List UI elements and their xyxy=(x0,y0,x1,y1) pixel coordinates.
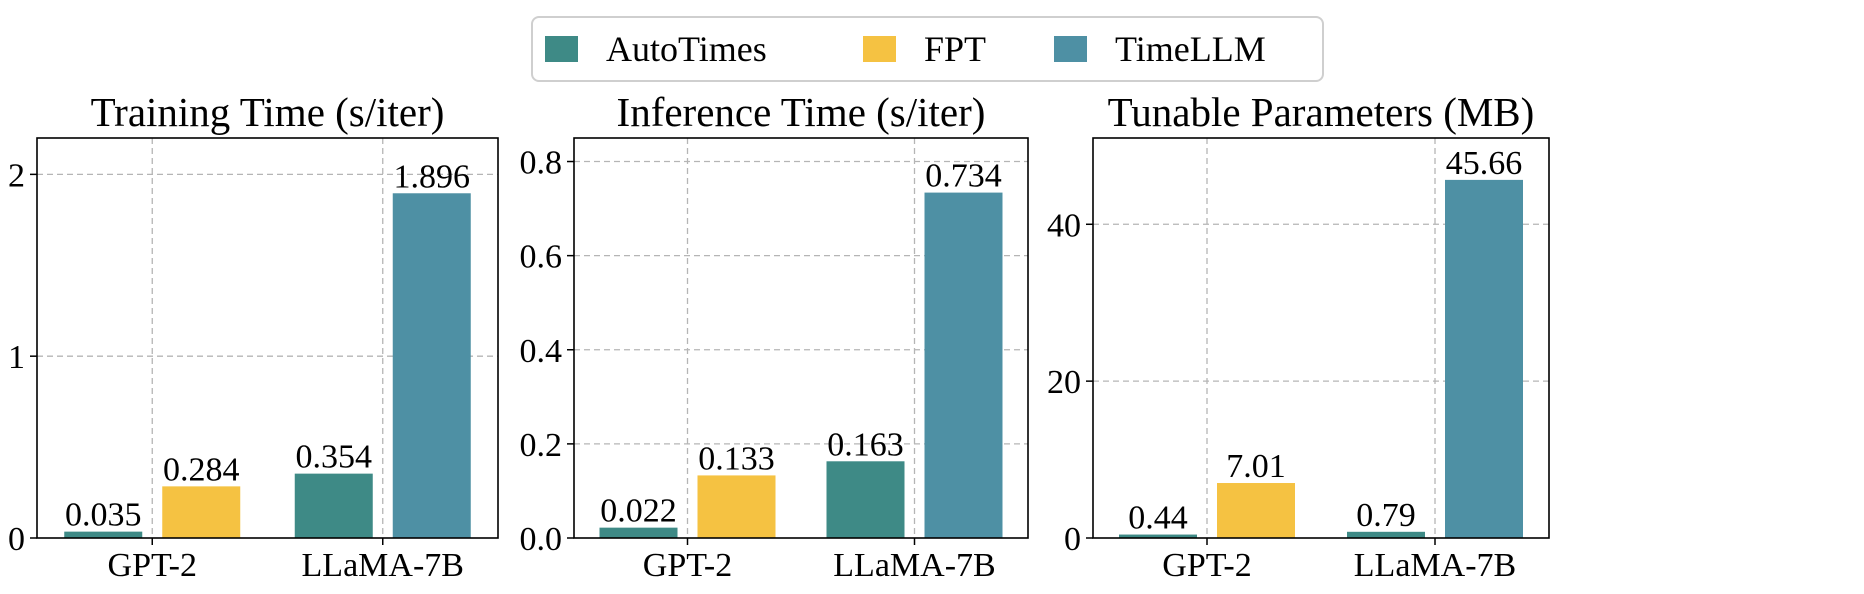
legend-label-fpt: FPT xyxy=(924,29,987,69)
bar-autotimes-gpt-2 xyxy=(64,531,143,538)
x-tick-label: GPT-2 xyxy=(643,547,732,584)
bar-timellm-llama-7b xyxy=(1445,179,1523,538)
y-tick-label: 2 xyxy=(8,157,25,194)
axes-frame xyxy=(36,137,499,539)
bar-value-label: 0.79 xyxy=(1356,497,1416,534)
x-tick-label: GPT-2 xyxy=(1162,547,1251,584)
legend-item-autotimes: AutoTimes xyxy=(545,18,767,80)
axes-frame xyxy=(573,137,1029,539)
bar-fpt-gpt-2 xyxy=(697,475,776,538)
legend-label-timellm: TimeLLM xyxy=(1115,29,1266,69)
chart-panel-2: 0.0 0.2 0.4 0.6 0.8 0.022 0.133 GPT-2 0.163 0.734… xyxy=(520,89,1029,584)
bar-fpt-gpt-2 xyxy=(162,486,241,538)
chart-legend: AutoTimes FPT TimeLLM xyxy=(531,16,1324,82)
y-tick-label: 0.8 xyxy=(520,145,563,182)
legend-swatch-timellm xyxy=(1054,36,1087,62)
x-tick-label: LLaMA-7B xyxy=(1354,547,1516,584)
x-tick-label: LLaMA-7B xyxy=(833,547,995,584)
bar-value-label: 0.734 xyxy=(925,158,1002,195)
chart-title: Inference Time (s/iter) xyxy=(617,89,986,135)
legend-label-autotimes: AutoTimes xyxy=(606,29,767,69)
y-tick-label: 0.0 xyxy=(520,521,563,558)
bar-value-label: 0.163 xyxy=(827,426,904,463)
bar-timellm-llama-7b xyxy=(924,192,1003,538)
legend-item-fpt: FPT xyxy=(863,18,986,80)
axes-frame xyxy=(1092,137,1550,539)
y-tick-label: 1 xyxy=(8,339,25,376)
bar-value-label: 0.035 xyxy=(65,497,142,534)
y-tick-label: 0.6 xyxy=(520,239,563,276)
chart-title: Tunable Parameters (MB) xyxy=(1108,89,1535,135)
x-tick-label: LLaMA-7B xyxy=(302,547,464,584)
bar-fpt-gpt-2 xyxy=(1217,483,1295,538)
bar-value-label: 0.44 xyxy=(1128,500,1188,537)
x-tick-label: GPT-2 xyxy=(108,547,197,584)
chart-panel-3: 0 20 40 0.44 7.01 GPT-2 0.79 45.66 LLaMA-7B Tunab… xyxy=(1047,89,1550,584)
bar-value-label: 0.133 xyxy=(698,440,775,477)
bar-timellm-llama-7b xyxy=(392,193,471,539)
y-tick-label: 40 xyxy=(1047,207,1081,244)
chart-panel-1: 0 1 2 0.035 0.284 GPT-2 0.354 1.896 LLaMA-7B Trai… xyxy=(8,89,499,584)
bar-autotimes-llama-7b xyxy=(1347,531,1425,538)
bar-value-label: 0.022 xyxy=(600,493,677,530)
legend-swatch-fpt xyxy=(863,36,896,62)
bar-value-label: 7.01 xyxy=(1226,448,1286,485)
y-tick-label: 0 xyxy=(1064,521,1081,558)
bar-autotimes-gpt-2 xyxy=(599,527,678,538)
legend-item-timellm: TimeLLM xyxy=(1054,18,1266,80)
y-tick-label: 0 xyxy=(8,521,25,558)
bar-autotimes-llama-7b xyxy=(826,461,905,538)
y-tick-label: 0.4 xyxy=(520,333,563,370)
bar-autotimes-gpt-2 xyxy=(1119,534,1197,538)
y-tick-label: 20 xyxy=(1047,364,1081,401)
bar-value-label: 1.896 xyxy=(394,158,471,195)
chart-title: Training Time (s/iter) xyxy=(91,89,445,135)
bar-autotimes-llama-7b xyxy=(294,473,373,538)
bar-value-label: 0.284 xyxy=(163,451,240,488)
legend-swatch-autotimes xyxy=(545,36,578,62)
bar-value-label: 45.66 xyxy=(1446,145,1523,182)
y-tick-label: 0.2 xyxy=(520,427,563,464)
bar-value-label: 0.354 xyxy=(296,439,373,476)
